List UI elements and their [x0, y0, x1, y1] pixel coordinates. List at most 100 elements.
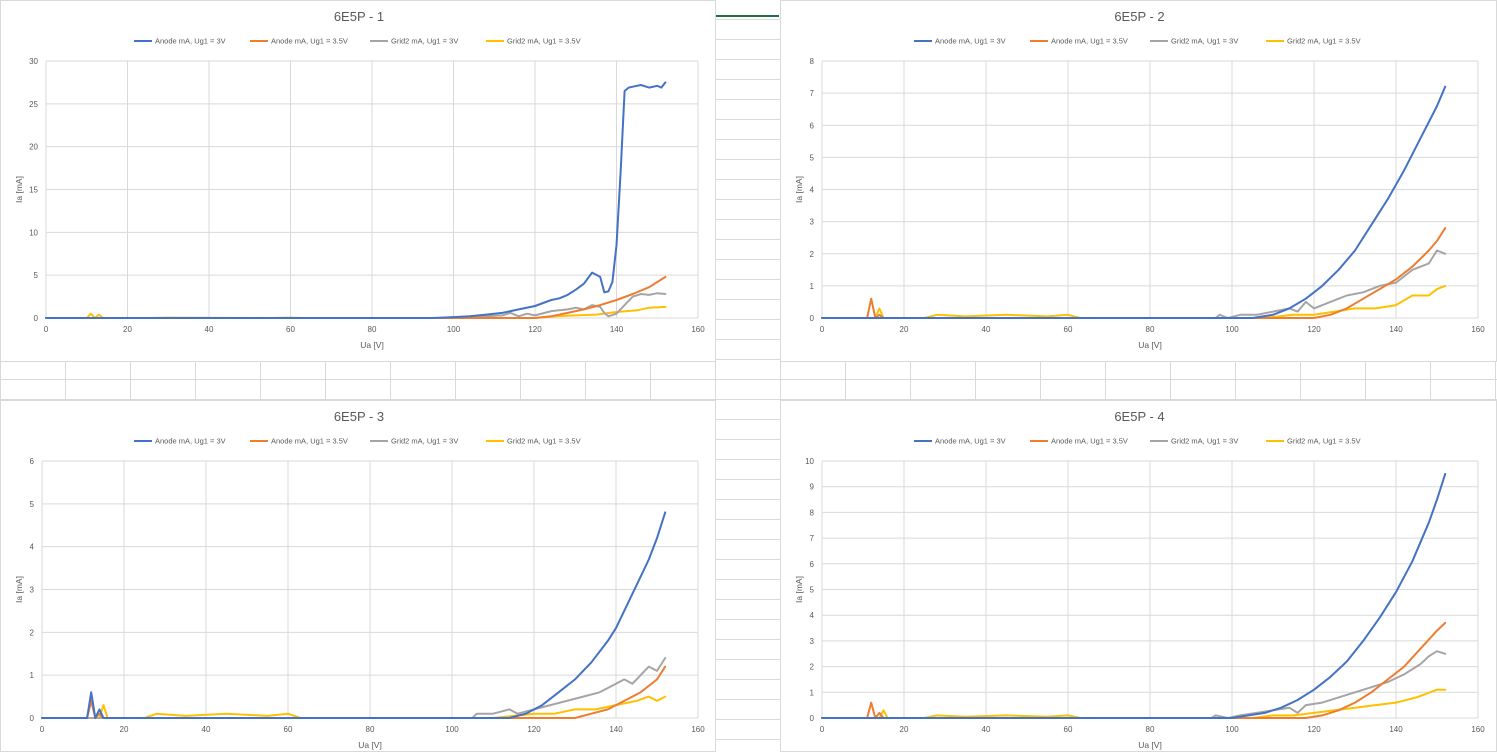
x-tick-label: 0: [44, 325, 49, 334]
y-tick-label: 8: [810, 57, 815, 66]
x-tick-label: 160: [691, 725, 705, 734]
y-tick-label: 30: [29, 57, 38, 66]
legend-entry: Grid2 mA, Ug1 = 3.5V: [1287, 37, 1361, 46]
x-axis-title: Ua [V]: [358, 740, 382, 750]
x-tick-label: 20: [900, 325, 909, 334]
x-tick-label: 40: [982, 725, 991, 734]
series-line-1[interactable]: [821, 472, 1447, 719]
y-tick-label: 1: [810, 282, 815, 291]
x-tick-label: 100: [1225, 725, 1239, 734]
y-tick-label: 0: [30, 714, 35, 723]
legend-entry: Grid2 mA, Ug1 = 3V: [391, 37, 458, 46]
y-tick-label: 0: [810, 714, 815, 723]
legend-entry: Grid2 mA, Ug1 = 3V: [391, 437, 458, 446]
chart-6e5p-3[interactable]: 6E5P - 3 Anode mA, Ug1 = 3V Anode mA, Ug1 …: [0, 400, 716, 752]
x-tick-label: 120: [527, 725, 541, 734]
y-tick-label: 10: [29, 228, 38, 237]
chart-6e5p-4[interactable]: 6E5P - 4 Anode mA, Ug1 = 3V Anode mA, Ug1 …: [780, 400, 1497, 752]
x-tick-label: 60: [1064, 725, 1073, 734]
y-tick-label: 1: [30, 671, 35, 680]
y-tick-label: 2: [810, 250, 815, 259]
y-tick-label: 4: [810, 186, 815, 195]
x-tick-label: 60: [286, 325, 295, 334]
y-tick-label: 6: [810, 560, 815, 569]
x-tick-label: 80: [368, 325, 377, 334]
series-line-2[interactable]: [821, 227, 1447, 319]
legend-entry: Anode mA, Ug1 = 3V: [935, 37, 1006, 46]
series-line-1[interactable]: [41, 511, 667, 719]
x-tick-label: 100: [445, 725, 459, 734]
series-line-2[interactable]: [41, 665, 667, 719]
chart-title: 6E5P - 1: [334, 9, 384, 24]
y-tick-label: 5: [810, 153, 815, 162]
x-axis-title: Ua [V]: [1138, 740, 1162, 750]
chart-6e5p-2[interactable]: 6E5P - 2 Anode mA, Ug1 = 3V Anode mA, Ug1 …: [780, 0, 1497, 362]
x-tick-label: 0: [820, 725, 825, 734]
x-tick-label: 120: [1307, 325, 1321, 334]
x-tick-label: 60: [1064, 325, 1073, 334]
y-tick-label: 5: [810, 586, 815, 595]
x-axis-title: Ua [V]: [1138, 340, 1162, 350]
series-line-3[interactable]: [45, 292, 667, 319]
y-tick-label: 4: [30, 543, 35, 552]
y-tick-label: 25: [29, 100, 38, 109]
y-tick-label: 10: [805, 457, 814, 466]
x-tick-label: 20: [120, 725, 129, 734]
legend-entry: Anode mA, Ug1 = 3.5V: [1051, 437, 1128, 446]
y-axis-title: Ia [mA]: [794, 576, 804, 603]
legend-entry: Anode mA, Ug1 = 3V: [935, 437, 1006, 446]
x-tick-label: 140: [609, 725, 623, 734]
chart-title: 6E5P - 4: [1114, 409, 1164, 424]
series-line-1[interactable]: [45, 81, 667, 319]
chart-title: 6E5P - 2: [1114, 9, 1164, 24]
y-tick-label: 0: [34, 314, 39, 323]
y-tick-label: 7: [810, 89, 815, 98]
chart-svg: 6E5P - 2 Anode mA, Ug1 = 3V Anode mA, Ug1 …: [794, 9, 1485, 350]
y-tick-label: 9: [810, 483, 815, 492]
x-tick-label: 160: [1471, 725, 1485, 734]
y-tick-label: 1: [810, 688, 815, 697]
x-tick-label: 140: [610, 325, 624, 334]
chart-svg: 6E5P - 4 Anode mA, Ug1 = 3V Anode mA, Ug1 …: [794, 409, 1485, 750]
legend-entry: Anode mA, Ug1 = 3V: [155, 37, 226, 46]
series-line-2[interactable]: [45, 275, 667, 319]
x-tick-label: 100: [447, 325, 461, 334]
x-tick-label: 120: [1307, 725, 1321, 734]
chart-6e5p-1[interactable]: 6E5P - 1 Anode mA, Ug1 = 3V Anode mA, Ug1 …: [0, 0, 716, 362]
legend-entry: Anode mA, Ug1 = 3.5V: [1051, 37, 1128, 46]
series-line-1[interactable]: [821, 85, 1447, 319]
series-line-4[interactable]: [821, 284, 1447, 319]
series-line-2[interactable]: [821, 621, 1447, 719]
x-tick-label: 40: [205, 325, 214, 334]
x-tick-label: 140: [1389, 325, 1403, 334]
legend-entry: Grid2 mA, Ug1 = 3.5V: [507, 437, 581, 446]
legend-entry: Anode mA, Ug1 = 3.5V: [271, 37, 348, 46]
x-tick-label: 120: [528, 325, 542, 334]
x-tick-label: 80: [366, 725, 375, 734]
x-tick-label: 80: [1146, 325, 1155, 334]
x-axis-title: Ua [V]: [360, 340, 384, 350]
x-tick-label: 60: [284, 725, 293, 734]
y-tick-label: 8: [810, 508, 815, 517]
x-tick-label: 40: [202, 725, 211, 734]
y-tick-label: 5: [34, 271, 39, 280]
y-tick-label: 6: [30, 457, 35, 466]
x-tick-label: 160: [691, 325, 705, 334]
y-tick-label: 2: [810, 663, 815, 672]
chart-svg: 6E5P - 3 Anode mA, Ug1 = 3V Anode mA, Ug1 …: [14, 409, 705, 750]
y-tick-label: 0: [810, 314, 815, 323]
x-tick-label: 80: [1146, 725, 1155, 734]
x-tick-label: 40: [982, 325, 991, 334]
y-tick-label: 3: [810, 218, 815, 227]
y-tick-label: 5: [30, 500, 35, 509]
y-tick-label: 6: [810, 121, 815, 130]
x-tick-label: 20: [123, 325, 132, 334]
y-axis-title: Ia [mA]: [14, 176, 24, 203]
series-line-3[interactable]: [41, 657, 667, 719]
y-tick-label: 20: [29, 143, 38, 152]
x-tick-label: 140: [1389, 725, 1403, 734]
series-line-3[interactable]: [821, 249, 1447, 319]
legend-entry: Grid2 mA, Ug1 = 3.5V: [1287, 437, 1361, 446]
x-tick-label: 0: [40, 725, 45, 734]
x-tick-label: 160: [1471, 325, 1485, 334]
